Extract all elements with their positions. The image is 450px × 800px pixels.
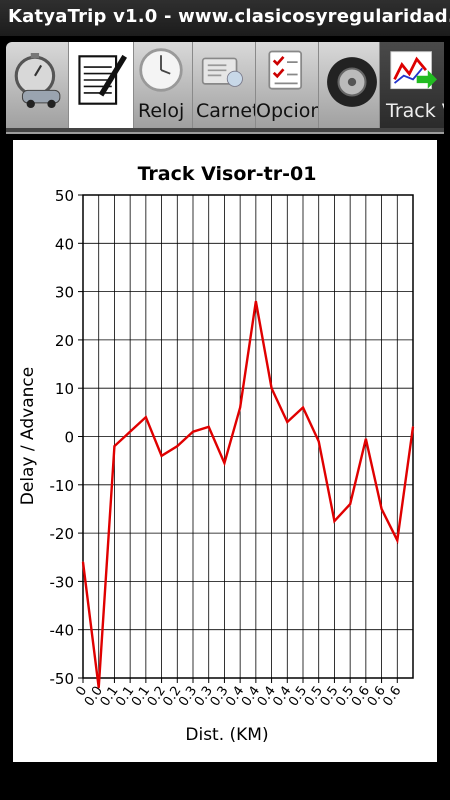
data-point — [82, 561, 84, 563]
data-point — [192, 430, 194, 433]
data-point — [365, 438, 367, 440]
y-tick-label: -50 — [50, 670, 75, 688]
chart-grid — [82, 194, 413, 679]
data-point — [160, 455, 163, 457]
tab-notepad[interactable] — [69, 42, 134, 130]
clock-icon — [139, 48, 183, 92]
stopwatch-car-icon — [14, 53, 61, 109]
tab-track-visor[interactable]: Track V — [380, 42, 444, 130]
tab-opcion[interactable]: Opcion — [256, 42, 319, 130]
data-point — [145, 416, 147, 418]
chart-series — [81, 300, 415, 689]
title-bar: KatyaTrip v1.0 - www.clasicosyregularida… — [0, 0, 450, 36]
tab-indicator-line — [6, 128, 444, 132]
data-point — [97, 686, 100, 689]
y-tick-label: -30 — [50, 573, 75, 591]
chart-arrow-icon — [390, 51, 437, 90]
data-point — [302, 406, 304, 409]
tab-stopwatch[interactable] — [6, 42, 69, 130]
chart-panel: Track Visor-tr-01 50 40 30 20 10 0 -10 -20 -30 -4… — [13, 140, 437, 762]
y-tick-label: -20 — [50, 525, 75, 543]
data-point — [255, 300, 257, 303]
data-point — [380, 508, 383, 510]
x-axis-label: Dist. (KM) — [185, 725, 268, 745]
data-point — [286, 421, 289, 423]
y-tick-label: 20 — [55, 332, 74, 350]
tab-tire[interactable] — [319, 42, 380, 130]
y-tick-label: -10 — [50, 477, 75, 495]
y-tick-label: 30 — [55, 284, 74, 302]
y-axis: 50 40 30 20 10 0 -10 -20 -30 -40 -50 — [50, 187, 83, 688]
plot-frame — [82, 194, 414, 679]
x-tick-label: 0.6 — [380, 684, 404, 710]
data-point — [239, 406, 241, 409]
tab-carnet[interactable]: Carnet — [193, 42, 256, 130]
data-point — [207, 426, 210, 428]
app-title: KatyaTrip v1.0 - www.clasicosyregularida… — [8, 6, 450, 27]
y-tick-label: 10 — [55, 380, 74, 398]
series-line — [81, 301, 415, 688]
track-chart: Track Visor-tr-01 50 40 30 20 10 0 -10 -20 -30 -4… — [18, 163, 415, 745]
x-axis: 00.00.10.10.10.20.20.30.30.30.40.40.40.4… — [73, 678, 405, 710]
data-point — [412, 426, 414, 428]
data-point — [176, 445, 179, 447]
notepad-pencil-icon — [78, 54, 127, 105]
y-tick-label: 0 — [64, 429, 74, 447]
y-tick-label: -40 — [50, 622, 75, 640]
data-point — [113, 445, 116, 447]
data-point — [349, 503, 351, 505]
data-point — [223, 462, 226, 464]
data-point — [270, 387, 273, 389]
tab-bar: Reloj Carnet Opcion — [6, 42, 444, 134]
y-axis-label: Delay / Advance — [18, 367, 38, 505]
y-tick-label: 50 — [55, 187, 74, 205]
chart-title: Track Visor-tr-01 — [138, 163, 317, 185]
tire-icon — [327, 57, 377, 107]
data-point — [129, 430, 131, 433]
data-point — [333, 520, 336, 522]
data-point — [396, 539, 399, 542]
data-point — [317, 440, 320, 443]
tab-reloj[interactable]: Reloj — [134, 42, 193, 130]
y-tick-label: 40 — [55, 235, 74, 253]
checklist-icon — [268, 50, 303, 90]
id-card-icon — [201, 57, 243, 87]
